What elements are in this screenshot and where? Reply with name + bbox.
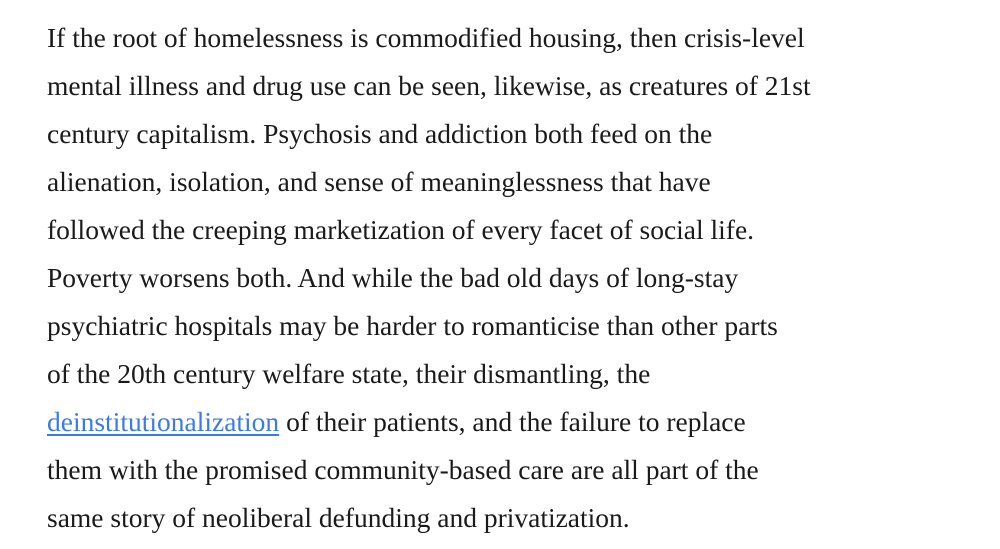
text-line: same story of neoliberal defunding and p… bbox=[47, 502, 630, 533]
text-line: Poverty worsens both. And while the bad … bbox=[47, 262, 739, 293]
text-line: followed the creeping marketization of e… bbox=[47, 214, 755, 245]
text-line: of the 20th century welfare state, their… bbox=[47, 358, 651, 389]
deinstitutionalization-link[interactable]: deinstitutionalization bbox=[47, 406, 280, 437]
text-segment: of their patients, and the failure to re… bbox=[279, 406, 746, 437]
text-line: deinstitutionalization of their patients… bbox=[47, 398, 987, 446]
text-line: If the root of homelessness is commodifi… bbox=[47, 22, 805, 53]
text-line: alienation, isolation, and sense of mean… bbox=[47, 166, 711, 197]
text-line: mental illness and drug use can be seen,… bbox=[47, 70, 811, 101]
text-line: century capitalism. Psychosis and addict… bbox=[47, 118, 713, 149]
text-line: them with the promised community-based c… bbox=[47, 454, 759, 485]
article-paragraph: If the root of homelessness is commodifi… bbox=[47, 14, 987, 542]
text-line: psychiatric hospitals may be harder to r… bbox=[47, 310, 778, 341]
